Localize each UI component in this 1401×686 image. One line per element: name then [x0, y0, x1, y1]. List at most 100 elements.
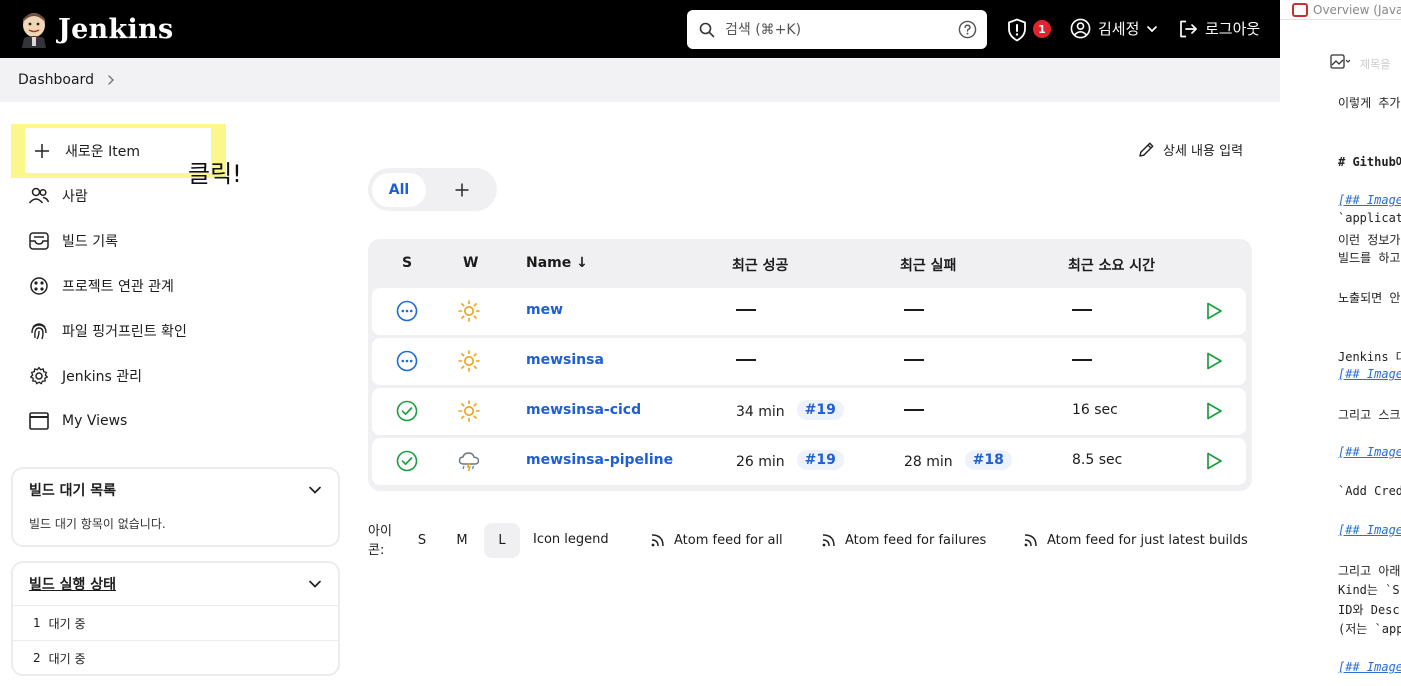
- window-icon: [28, 410, 50, 432]
- editor-line: (저는 `app: [1338, 622, 1401, 636]
- search-input[interactable]: [725, 21, 958, 38]
- empty-dash: [1072, 309, 1092, 311]
- editor-line: 이렇게 추가: [1338, 96, 1401, 110]
- sidebar-item-project-relationship[interactable]: 프로젝트 연관 관계: [0, 263, 340, 308]
- shield-icon: [1008, 18, 1026, 42]
- schedule-build-icon[interactable]: [1204, 451, 1224, 471]
- build-number-link[interactable]: #18: [964, 450, 1012, 470]
- jobs-table-header: S W Name ↓ 최근 성공 최근 실패 최근 소요 시간: [368, 239, 1252, 287]
- editor-line: # Github에: [1338, 155, 1401, 169]
- executors-title[interactable]: 빌드 실행 상태: [29, 577, 117, 593]
- schedule-build-icon[interactable]: [1204, 301, 1224, 321]
- editor-line: [## Image: [1338, 367, 1401, 381]
- build-queue-empty: 빌드 대기 항목이 없습니다.: [29, 517, 166, 531]
- executors-header[interactable]: 빌드 실행 상태: [13, 563, 338, 605]
- jenkins-app: Jenkins 1: [0, 0, 1280, 676]
- sidebar-item-manage-jenkins[interactable]: Jenkins 관리: [0, 353, 340, 398]
- tab-all[interactable]: All: [372, 172, 426, 207]
- view-tabs: All: [368, 168, 497, 211]
- icon-size-s-button[interactable]: S: [417, 533, 427, 548]
- sidebar-item-new-item[interactable]: 새로운 Item: [25, 128, 211, 173]
- editor-line: [## Image: [1338, 660, 1401, 674]
- empty-dash: [1072, 359, 1092, 361]
- atom-feed-latest-link[interactable]: Atom feed for just latest builds: [1023, 532, 1248, 548]
- icon-legend-link[interactable]: Icon legend: [533, 532, 609, 547]
- sidebar-item-people[interactable]: 사람: [0, 173, 340, 218]
- not-built-status-icon: [396, 300, 418, 322]
- editor-tab[interactable]: Overview (Java: [1280, 0, 1401, 20]
- build-number-link[interactable]: #19: [796, 400, 844, 420]
- build-queue-header[interactable]: 빌드 대기 목록: [13, 469, 338, 511]
- sidebar-item-fingerprint[interactable]: 파일 핑거프린트 확인: [0, 308, 340, 353]
- executor-row: 1 대기 중: [13, 605, 338, 640]
- column-last-failure[interactable]: 최근 실패: [900, 258, 957, 274]
- atom-feed-label: Atom feed for failures: [845, 532, 987, 548]
- search-box[interactable]: [687, 10, 987, 49]
- sidebar-item-label: 프로젝트 연관 관계: [62, 278, 174, 295]
- icon-size-l-button[interactable]: L: [484, 523, 520, 558]
- schedule-build-icon[interactable]: [1204, 351, 1224, 371]
- editor-line: `applicat: [1338, 211, 1401, 225]
- logout-icon: [1180, 20, 1197, 37]
- empty-dash: [904, 309, 924, 311]
- help-icon[interactable]: [958, 20, 977, 39]
- last-failure-time: 28 min: [904, 454, 953, 470]
- job-name-link[interactable]: mewsinsa: [526, 352, 604, 368]
- chevron-down-icon[interactable]: [308, 577, 322, 591]
- executor-index: 1: [33, 616, 41, 630]
- last-duration-cell: [1072, 352, 1092, 368]
- atom-feed-failures-link[interactable]: Atom feed for failures: [821, 532, 986, 548]
- executor-status: 대기 중: [48, 616, 86, 631]
- last-success-time: 34 min: [736, 404, 785, 420]
- title-placeholder[interactable]: 제목을: [1360, 58, 1391, 71]
- column-name[interactable]: Name ↓: [526, 255, 588, 271]
- edit-description-button[interactable]: 상세 내용 입력: [1138, 140, 1243, 159]
- editor-line: 빌드를 하고: [1338, 251, 1401, 265]
- sidebar-item-my-views[interactable]: My Views: [0, 398, 340, 443]
- security-warnings-button[interactable]: 1: [1006, 18, 1051, 42]
- schedule-build-icon[interactable]: [1204, 401, 1224, 421]
- plus-icon: [31, 140, 53, 162]
- user-menu[interactable]: 김세정: [1070, 18, 1158, 39]
- breadcrumb-dashboard[interactable]: Dashboard: [18, 72, 94, 88]
- sunny-weather-icon: [458, 400, 480, 422]
- icon-size-m-button[interactable]: M: [456, 533, 468, 548]
- column-last-duration[interactable]: 최근 소요 시간: [1068, 258, 1156, 274]
- sidebar-item-build-history[interactable]: 빌드 기록: [0, 218, 340, 263]
- column-last-success[interactable]: 최근 성공: [732, 258, 789, 274]
- atom-feed-label: Atom feed for just latest builds: [1047, 532, 1248, 548]
- rss-icon: [651, 534, 664, 547]
- editor-line: [## Image: [1338, 445, 1401, 459]
- editor-line: `Add Cred: [1338, 484, 1401, 498]
- editor-toolbar: 제목을: [1280, 44, 1401, 100]
- chevron-down-icon[interactable]: [308, 483, 322, 497]
- logout-label: 로그아웃: [1205, 20, 1261, 38]
- click-annotation: 클릭!: [188, 160, 242, 188]
- edit-description-label: 상세 내용 입력: [1163, 144, 1244, 159]
- image-insert-icon[interactable]: [1330, 54, 1350, 70]
- job-name-link[interactable]: mewsinsa-cicd: [526, 402, 642, 418]
- table-row: mew: [372, 288, 1246, 335]
- user-avatar-icon: [1070, 18, 1091, 39]
- jenkins-mascot-icon: [22, 13, 46, 48]
- empty-dash: [904, 359, 924, 361]
- jobs-table: S W Name ↓ 최근 성공 최근 실패 최근 소요 시간 mew mews…: [368, 239, 1252, 491]
- oracle-logo-icon: [1292, 2, 1308, 17]
- table-row: mewsinsa: [372, 338, 1246, 385]
- logout-button[interactable]: 로그아웃: [1178, 18, 1260, 39]
- atom-feed-all-link[interactable]: Atom feed for all: [650, 532, 783, 548]
- column-status[interactable]: S: [402, 255, 413, 271]
- sidebar-item-label: 새로운 Item: [65, 143, 140, 160]
- build-number-link[interactable]: #19: [796, 450, 844, 470]
- job-name-link[interactable]: mew: [526, 302, 564, 318]
- column-weather[interactable]: W: [463, 255, 479, 271]
- search-icon: [699, 22, 715, 37]
- editor-tab-title: Overview (Java: [1313, 2, 1401, 17]
- add-view-button[interactable]: [442, 173, 482, 207]
- rss-icon: [1024, 534, 1037, 547]
- jenkins-logo[interactable]: Jenkins: [18, 10, 173, 48]
- fingerprint-icon: [28, 320, 50, 342]
- chevron-right-icon[interactable]: [106, 75, 116, 85]
- executors-panel: 빌드 실행 상태 1 대기 중 2 대기 중: [11, 561, 340, 676]
- job-name-link[interactable]: mewsinsa-pipeline: [526, 452, 674, 468]
